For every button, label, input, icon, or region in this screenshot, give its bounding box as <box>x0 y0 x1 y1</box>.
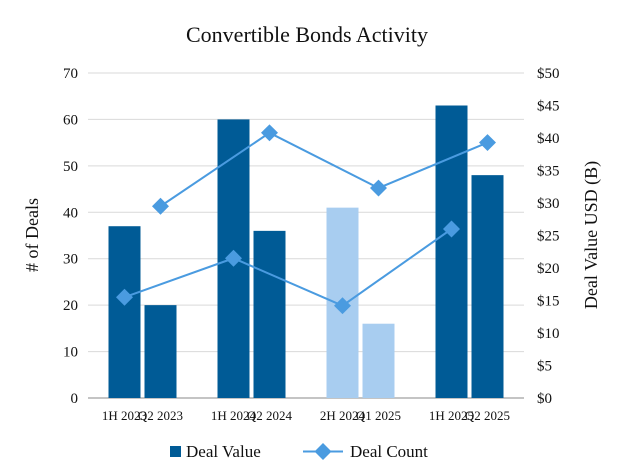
x-tick-label: Q2 2025 <box>465 408 510 423</box>
y-left-tick-label: 70 <box>63 66 78 82</box>
x-tick-label: 1H 2023 <box>102 408 147 423</box>
y-axis-left-label: # of Deals <box>22 198 42 272</box>
y-left-tick-label: 0 <box>71 391 79 407</box>
bar-q2-2025 <box>471 175 504 398</box>
legend: Deal Value Deal Count <box>170 442 428 461</box>
y-right-tick-label: $15 <box>537 294 560 310</box>
y-left-tick-label: 10 <box>63 345 78 361</box>
left-axis: 0 10 20 30 40 50 60 70 <box>63 66 78 407</box>
bar-q2-2023 <box>144 305 177 398</box>
bar-q1-2025 <box>362 323 395 398</box>
y-right-tick-label: $45 <box>537 99 560 115</box>
y-left-tick-label: 50 <box>63 159 78 175</box>
y-left-tick-label: 60 <box>63 112 78 128</box>
deal-count-point <box>261 124 278 142</box>
deal-count-line <box>116 124 496 315</box>
deal-count-point <box>152 197 169 215</box>
y-left-tick-label: 30 <box>63 252 78 268</box>
y-right-tick-label: $5 <box>537 359 552 375</box>
deal-count-segment-2 <box>159 131 488 208</box>
y-right-tick-label: $10 <box>537 326 560 342</box>
legend-marker-deal-count <box>314 443 332 460</box>
deal-count-point <box>334 297 351 315</box>
x-tick-label: Q2 2023 <box>138 408 183 423</box>
y-right-tick-label: $35 <box>537 164 560 180</box>
deal-count-point <box>479 134 496 152</box>
y-left-tick-label: 40 <box>63 205 78 221</box>
deal-count-point <box>225 249 242 267</box>
bar-1h-2025 <box>435 105 468 398</box>
legend-label-deal-count: Deal Count <box>350 442 428 461</box>
y-left-tick-label: 20 <box>63 298 78 314</box>
bar-q2-2024 <box>253 230 286 398</box>
y-right-tick-label: $40 <box>537 131 560 147</box>
y-right-tick-label: $25 <box>537 229 560 245</box>
x-tick-label: 2H 2024 <box>320 408 366 423</box>
chart-title: Convertible Bonds Activity <box>186 22 428 47</box>
deal-count-point <box>116 288 133 306</box>
x-tick-label: 1H 2024 <box>211 408 257 423</box>
y-right-tick-label: $0 <box>537 391 552 407</box>
right-axis: $0 $5 $10 $15 $20 $25 $30 $35 $40 $45 $50 <box>537 66 560 407</box>
bars <box>108 105 504 398</box>
bar-1h-2023 <box>108 226 141 398</box>
x-tick-label: Q2 2024 <box>247 408 293 423</box>
deal-count-segment-1 <box>124 228 453 307</box>
y-right-tick-label: $50 <box>537 66 560 82</box>
deal-count-point <box>370 179 387 197</box>
y-right-tick-label: $20 <box>537 261 560 277</box>
y-axis-right-label: Deal Value USD (B) <box>581 161 602 309</box>
x-tick-label: 1H 2025 <box>429 408 474 423</box>
deal-count-point <box>443 220 460 238</box>
x-tick-label: Q1 2025 <box>356 408 401 423</box>
legend-label-deal-value: Deal Value <box>186 442 261 461</box>
y-right-tick-label: $30 <box>537 196 560 212</box>
legend-swatch-deal-value <box>170 446 181 457</box>
